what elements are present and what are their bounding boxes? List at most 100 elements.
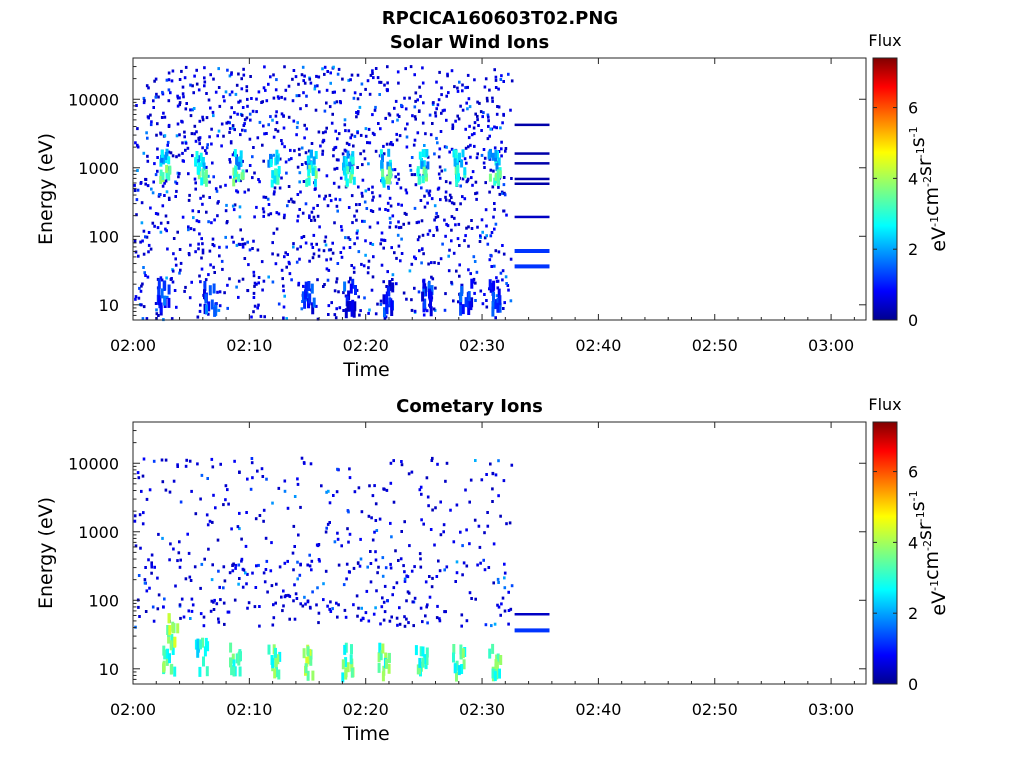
data-pixel (176, 96, 180, 100)
burst-pixel (162, 662, 166, 673)
burst-pixel (388, 297, 392, 308)
hot-spot (167, 172, 171, 181)
data-pixel (358, 313, 361, 317)
data-pixel (238, 577, 241, 580)
data-pixel (156, 147, 159, 151)
data-pixel (162, 111, 165, 115)
data-pixel (469, 155, 472, 159)
data-pixel (350, 73, 354, 77)
data-pixel (211, 243, 215, 246)
data-pixel (364, 611, 368, 615)
data-pixel (371, 494, 375, 498)
data-pixel (199, 586, 202, 590)
data-pixel (369, 562, 373, 565)
data-pixel (142, 101, 146, 105)
data-pixel (400, 530, 403, 533)
colorbar-gradient (873, 58, 897, 320)
data-pixel (437, 261, 440, 265)
data-pixel (449, 508, 452, 512)
hot-spot (345, 178, 349, 187)
data-pixel (275, 121, 279, 125)
data-pixel (181, 85, 185, 89)
burst-pixel (176, 623, 180, 634)
data-pixel (360, 82, 364, 86)
data-pixel (305, 104, 308, 108)
data-pixel (212, 265, 215, 269)
data-pixel (342, 246, 346, 250)
data-pixel (405, 212, 408, 216)
data-pixel (280, 139, 283, 142)
data-pixel (204, 278, 208, 282)
data-pixel (194, 187, 197, 191)
y-tick-label: 10000 (68, 454, 119, 473)
trailing-line (514, 182, 550, 185)
data-pixel (408, 544, 411, 548)
data-pixel (146, 159, 150, 163)
hot-spot (238, 156, 242, 165)
data-pixel (360, 191, 364, 195)
data-pixel (290, 157, 293, 161)
data-pixel (339, 251, 343, 254)
data-pixel (484, 208, 488, 212)
data-pixel (258, 624, 261, 628)
data-pixel (292, 568, 295, 572)
data-pixel (239, 228, 242, 232)
data-pixel (424, 132, 427, 136)
data-pixel (355, 594, 359, 598)
data-pixel (327, 268, 331, 272)
data-pixel (332, 65, 335, 69)
data-pixel (389, 481, 393, 485)
data-pixel (377, 122, 380, 125)
data-pixel (203, 84, 206, 88)
data-pixel (479, 561, 482, 565)
data-pixel (347, 129, 351, 133)
hot-spot (202, 162, 206, 171)
data-pixel (174, 257, 177, 261)
data-pixel (375, 589, 378, 593)
data-pixel (491, 99, 494, 103)
data-pixel (467, 145, 470, 149)
data-pixel (168, 558, 171, 562)
data-pixel (243, 190, 247, 194)
data-pixel (447, 91, 450, 95)
data-pixel (328, 501, 332, 505)
data-pixel (237, 563, 241, 567)
data-pixel (493, 264, 496, 268)
data-pixel (169, 542, 172, 546)
data-pixel (360, 606, 363, 610)
data-pixel (189, 108, 192, 112)
data-pixel (386, 599, 389, 603)
hot-spot (425, 173, 428, 182)
data-pixel (410, 173, 414, 177)
data-pixel (333, 167, 336, 171)
data-pixel (395, 256, 398, 260)
data-pixel (212, 175, 215, 179)
data-pixel (422, 101, 425, 105)
data-pixel (396, 118, 399, 122)
data-pixel (234, 566, 237, 570)
burst-pixel (309, 655, 313, 666)
data-pixel (388, 225, 392, 229)
data-pixel (400, 237, 403, 241)
data-pixel (367, 259, 371, 263)
x-tick-label: 02:30 (459, 336, 505, 355)
data-pixel (459, 202, 462, 206)
data-pixel (290, 197, 293, 201)
data-pixel (222, 601, 226, 605)
data-pixel (253, 171, 256, 175)
data-pixel (322, 249, 326, 253)
data-pixel (325, 267, 329, 271)
data-pixel (218, 104, 222, 108)
data-pixel (428, 229, 432, 233)
burst-pixel (310, 283, 314, 294)
data-pixel (197, 247, 200, 251)
data-pixel (474, 180, 478, 184)
data-pixel (284, 88, 288, 92)
data-pixel (495, 112, 499, 116)
data-pixel (335, 204, 339, 208)
data-pixel (201, 115, 204, 119)
trailing-line (514, 264, 550, 269)
burst-pixel (429, 306, 433, 317)
data-pixel (478, 240, 482, 243)
data-pixel (439, 500, 442, 504)
